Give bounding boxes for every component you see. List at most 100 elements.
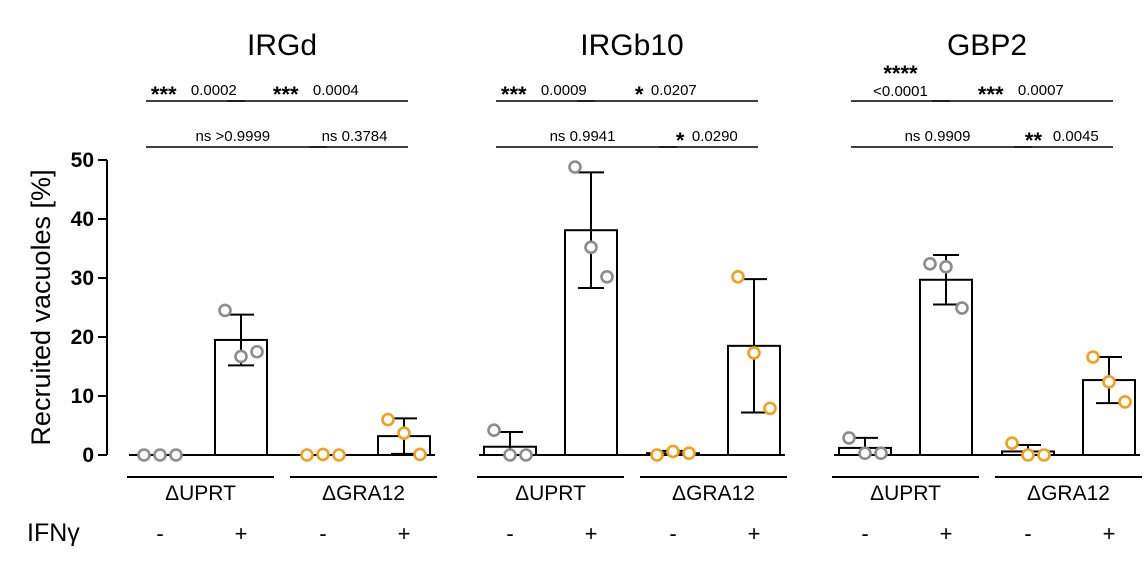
y-tick-label: 50 bbox=[71, 149, 94, 172]
ifn-sign: - bbox=[156, 521, 163, 546]
significance-stars: ** bbox=[1025, 128, 1043, 153]
data-point bbox=[487, 423, 501, 438]
significance-comparison: ** 0.0045 bbox=[1014, 128, 1113, 153]
data-point bbox=[1102, 375, 1116, 389]
data-point bbox=[1086, 350, 1100, 364]
data-point bbox=[747, 346, 761, 360]
data-point bbox=[955, 301, 969, 315]
panel-title: GBP2 bbox=[947, 29, 1027, 62]
significance-stars: * bbox=[676, 128, 685, 153]
data-point bbox=[1037, 448, 1051, 462]
panel-irgd: IRGd ΔUPRT ΔGRA12 *** 0.0002 *** 0.0004 ns >0.9… bbox=[127, 29, 437, 505]
significance-stars: **** bbox=[883, 61, 918, 86]
data-point bbox=[234, 349, 248, 364]
data-point bbox=[153, 448, 167, 462]
group-label: ΔGRA12 bbox=[1027, 482, 1110, 505]
ifn-sign: + bbox=[1103, 521, 1116, 546]
significance-comparison: ns 0.9941 bbox=[496, 128, 677, 148]
data-point bbox=[381, 412, 395, 427]
data-point bbox=[600, 270, 614, 284]
data-point bbox=[137, 448, 151, 462]
panel-gbp2: GBP2 ΔUPRT ΔGRA12 ****<0.0001 *** 0.0007 ns 0.… bbox=[832, 29, 1142, 505]
p-value: 0.0004 bbox=[313, 82, 359, 99]
significance-comparison: ****<0.0001 bbox=[851, 61, 950, 102]
data-point bbox=[1021, 448, 1035, 462]
data-point bbox=[1118, 395, 1132, 409]
p-value: 0.0045 bbox=[1053, 128, 1099, 145]
y-tick-label: 20 bbox=[71, 326, 94, 349]
panel-title: IRGd bbox=[247, 29, 317, 62]
significance-stars: * bbox=[635, 82, 644, 107]
data-point bbox=[731, 270, 745, 284]
significance-stars: *** bbox=[151, 82, 177, 107]
y-tick-label: 10 bbox=[71, 385, 94, 408]
data-point bbox=[413, 447, 427, 462]
ifn-sign: - bbox=[1024, 521, 1031, 546]
y-axis-title: Recruited vacuoles [%] bbox=[26, 169, 56, 445]
y-tick-label: 30 bbox=[71, 267, 94, 290]
ifn-sign: - bbox=[319, 521, 326, 546]
significance-comparison: *** 0.0009 bbox=[496, 82, 595, 107]
y-tick-label: 40 bbox=[71, 208, 94, 231]
panel-title: IRGb10 bbox=[580, 29, 683, 62]
data-point bbox=[763, 401, 777, 416]
y-axis: 0 10 20 30 40 50 Recruited vacuoles [%] bbox=[26, 149, 108, 467]
significance-comparison: ns 0.9909 bbox=[851, 128, 1032, 148]
data-point bbox=[1005, 436, 1019, 451]
group-label: ΔUPRT bbox=[870, 482, 941, 505]
data-point bbox=[568, 160, 582, 174]
data-point bbox=[939, 259, 953, 274]
group-label: ΔUPRT bbox=[515, 482, 586, 505]
group-label: ΔGRA12 bbox=[322, 482, 405, 505]
data-point bbox=[584, 240, 598, 255]
significance-comparison: *** 0.0007 bbox=[932, 82, 1113, 107]
data-point bbox=[332, 448, 346, 462]
ifn-sign: + bbox=[748, 521, 761, 546]
significance-comparison: *** 0.0004 bbox=[227, 82, 408, 107]
data-point bbox=[519, 448, 533, 462]
p-value: ns 0.9909 bbox=[905, 128, 971, 145]
ifn-row: IFNγ - + - + - + - + - + - + bbox=[27, 519, 1115, 547]
p-value: ns >0.9999 bbox=[196, 128, 271, 145]
significance-comparison: *** 0.0002 bbox=[146, 82, 245, 107]
data-point bbox=[874, 446, 888, 461]
p-value: 0.0009 bbox=[541, 82, 587, 99]
data-point bbox=[397, 426, 411, 440]
y-tick-label: 0 bbox=[82, 444, 94, 467]
panel-irgb10: IRGb10 ΔUPRT ΔGRA12 *** 0.0009 * 0.0207 ns 0.99… bbox=[477, 29, 787, 505]
p-value: 0.0207 bbox=[651, 82, 697, 99]
data-point bbox=[842, 431, 856, 445]
data-point bbox=[316, 447, 330, 462]
data-point bbox=[682, 446, 696, 461]
data-point bbox=[923, 257, 937, 271]
data-point bbox=[858, 446, 872, 461]
ifn-sign: - bbox=[669, 521, 676, 546]
significance-comparison: ns 0.3784 bbox=[309, 128, 408, 148]
data-point bbox=[300, 448, 314, 462]
significance-stars: *** bbox=[273, 82, 299, 107]
ifn-sign: - bbox=[506, 521, 513, 546]
p-value: 0.0007 bbox=[1018, 82, 1064, 99]
significance-stars: *** bbox=[501, 82, 527, 107]
ifn-sign: - bbox=[861, 521, 868, 546]
data-point bbox=[650, 448, 664, 462]
data-point bbox=[169, 448, 183, 462]
data-point bbox=[503, 448, 517, 462]
ifn-sign: + bbox=[585, 521, 598, 546]
significance-stars: *** bbox=[978, 82, 1004, 107]
group-label: ΔGRA12 bbox=[672, 482, 755, 505]
ifn-sign: + bbox=[235, 521, 248, 546]
p-value: <0.0001 bbox=[873, 83, 928, 100]
bar bbox=[564, 229, 618, 456]
group-label: ΔUPRT bbox=[165, 482, 236, 505]
p-value: ns 0.9941 bbox=[550, 128, 616, 145]
significance-comparison: * 0.0207 bbox=[577, 82, 758, 107]
p-value: 0.0290 bbox=[692, 128, 738, 145]
ifn-row-label: IFNγ bbox=[27, 519, 80, 547]
ifn-sign: + bbox=[940, 521, 953, 546]
data-point bbox=[218, 303, 232, 318]
p-value: 0.0002 bbox=[191, 82, 237, 99]
data-point bbox=[250, 344, 264, 359]
